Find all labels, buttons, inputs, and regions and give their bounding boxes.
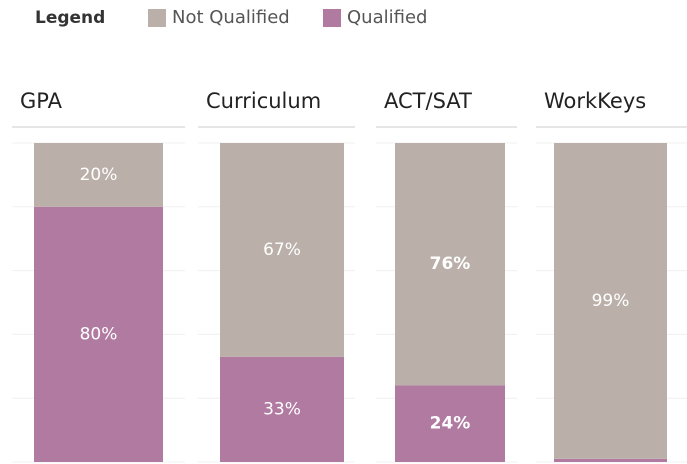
data-label: 99% bbox=[592, 291, 630, 311]
bar-segment bbox=[220, 356, 344, 462]
panel-title: GPA bbox=[20, 89, 63, 113]
data-label: 33% bbox=[263, 399, 301, 419]
legend-swatch bbox=[148, 9, 166, 27]
bar-segment bbox=[395, 385, 505, 462]
legend-label: Not Qualified bbox=[172, 7, 290, 28]
data-label: 24% bbox=[430, 414, 471, 434]
panel-title: WorkKeys bbox=[544, 89, 646, 113]
bar-segment bbox=[554, 458, 667, 462]
panel-title: ACT/SAT bbox=[384, 89, 472, 113]
bar-segment bbox=[34, 206, 163, 462]
data-label: 80% bbox=[80, 324, 118, 344]
data-label: 67% bbox=[263, 240, 301, 260]
bar-segment bbox=[395, 143, 505, 386]
bar-segment bbox=[220, 143, 344, 357]
legend-swatch bbox=[323, 9, 341, 27]
data-label: 20% bbox=[80, 165, 118, 185]
bar-segment bbox=[34, 143, 163, 207]
bar-segment bbox=[554, 143, 667, 459]
legend-title: Legend bbox=[35, 8, 105, 28]
panel-title: Curriculum bbox=[206, 89, 321, 113]
legend-label: Qualified bbox=[347, 7, 427, 28]
data-label: 76% bbox=[430, 254, 471, 274]
